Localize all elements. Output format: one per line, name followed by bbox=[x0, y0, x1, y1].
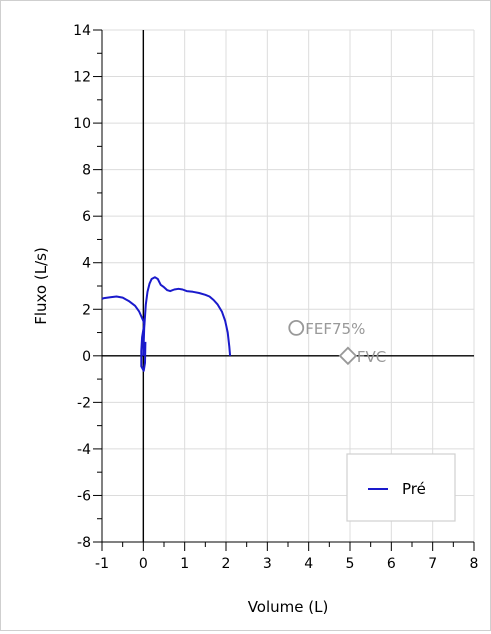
y-tick-label: 14 bbox=[73, 23, 91, 39]
x-tick-label: 6 bbox=[387, 556, 396, 572]
marker-label: FVC bbox=[357, 348, 386, 366]
y-tick-label: -2 bbox=[77, 395, 91, 411]
x-tick-label: 1 bbox=[180, 556, 189, 572]
y-tick-label: 4 bbox=[82, 256, 91, 272]
legend: Pré bbox=[346, 453, 456, 522]
markers: FEF75% FVC bbox=[288, 319, 386, 366]
legend-box bbox=[346, 453, 456, 522]
legend-label: Pré bbox=[402, 480, 426, 498]
series bbox=[101, 276, 232, 372]
y-tick-label: 0 bbox=[82, 349, 91, 365]
y-tick-label: 12 bbox=[73, 70, 91, 86]
y-tick-label: -8 bbox=[77, 535, 91, 551]
y-tick-label: 6 bbox=[82, 209, 91, 225]
y-tick-label: -6 bbox=[77, 488, 91, 504]
x-tick-label: 4 bbox=[304, 556, 313, 572]
axes bbox=[98, 30, 474, 546]
y-tick-label: 2 bbox=[82, 302, 91, 318]
y-tick-label: 8 bbox=[82, 163, 91, 179]
x-tick-label: 3 bbox=[263, 556, 272, 572]
x-tick-label: 8 bbox=[470, 556, 479, 572]
y-tick-label: 10 bbox=[73, 116, 91, 132]
expiration-curve bbox=[142, 276, 232, 356]
marker-label: FEF75% bbox=[305, 320, 365, 338]
x-tick-label: 0 bbox=[139, 556, 148, 572]
y-axis-label: Fluxo (L/s) bbox=[32, 247, 50, 325]
x-tick-label: -1 bbox=[95, 556, 109, 572]
inspiration-curve bbox=[101, 295, 147, 372]
fvc-marker bbox=[338, 346, 358, 366]
fef75-marker bbox=[288, 319, 305, 336]
y-tick-label: -4 bbox=[77, 442, 91, 458]
x-tick-label: 5 bbox=[346, 556, 355, 572]
x-tick-label: 2 bbox=[222, 556, 231, 572]
x-axis-label: Volume (L) bbox=[248, 598, 329, 616]
x-tick-label: 7 bbox=[428, 556, 437, 572]
